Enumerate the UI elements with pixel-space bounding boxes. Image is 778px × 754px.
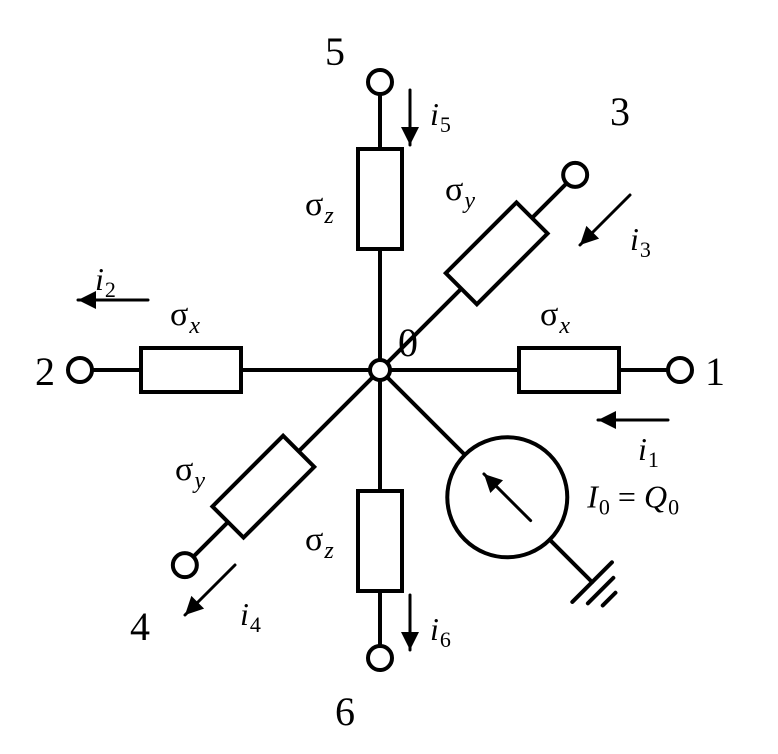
center-node <box>370 360 390 380</box>
terminal-1 <box>668 358 692 382</box>
branch-4: 4 σy i4 <box>130 370 380 649</box>
terminal-label-1: 1 <box>705 349 725 394</box>
current-label-3: i3 <box>630 221 651 262</box>
source-branch: I0 = Q0 <box>380 370 679 605</box>
current-label-4: i4 <box>240 596 261 637</box>
current-label-2: i2 <box>95 261 116 302</box>
terminal-label-3: 3 <box>610 89 630 134</box>
terminal-4 <box>173 553 197 577</box>
source-label: I0 = Q0 <box>586 478 679 519</box>
resistor-4 <box>212 436 314 538</box>
resistor-2 <box>141 348 241 392</box>
terminal-label-4: 4 <box>130 604 150 649</box>
branch-1: 1 σx i1 <box>380 296 725 472</box>
resistor-1 <box>519 348 619 392</box>
current-label-5: i5 <box>430 96 451 137</box>
resistor-3 <box>446 202 548 304</box>
current-label-6: i6 <box>430 611 451 652</box>
branch-2: 2 σx i2 <box>35 261 380 394</box>
resistor-6 <box>358 491 402 591</box>
sigma-label-1: σx <box>540 296 570 339</box>
terminal-2 <box>68 358 92 382</box>
resistor-5 <box>358 149 402 249</box>
branch-3: 3 σy i3 <box>380 89 651 370</box>
sigma-label-2: σx <box>170 296 200 339</box>
terminal-3 <box>563 163 587 187</box>
sigma-label-3: σy <box>445 171 475 214</box>
terminal-label-6: 6 <box>335 689 355 734</box>
current-label-1: i1 <box>638 431 659 472</box>
sigma-label-5: σz <box>305 186 334 229</box>
sigma-label-6: σz <box>305 521 334 564</box>
terminal-6 <box>368 646 392 670</box>
center-label: 0 <box>398 320 418 365</box>
terminal-5 <box>368 70 392 94</box>
sigma-label-4: σy <box>175 451 205 494</box>
terminal-label-2: 2 <box>35 349 55 394</box>
terminal-label-5: 5 <box>325 29 345 74</box>
